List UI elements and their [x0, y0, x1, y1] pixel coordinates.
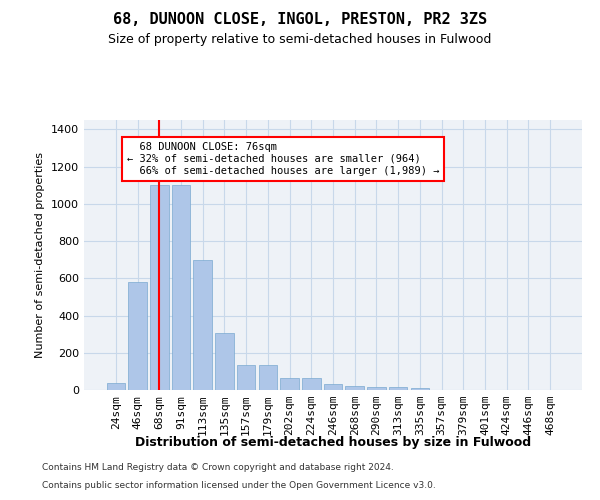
Bar — [150, 185, 169, 390]
Bar — [324, 384, 342, 390]
Bar — [280, 378, 299, 390]
Bar — [346, 386, 364, 390]
Bar — [389, 387, 407, 390]
Bar — [410, 388, 429, 390]
Bar — [107, 382, 125, 390]
Bar — [193, 260, 212, 390]
Bar — [259, 365, 277, 390]
Text: Contains public sector information licensed under the Open Government Licence v3: Contains public sector information licen… — [42, 481, 436, 490]
Bar — [237, 365, 256, 390]
Text: Contains HM Land Registry data © Crown copyright and database right 2024.: Contains HM Land Registry data © Crown c… — [42, 464, 394, 472]
Text: 68 DUNOON CLOSE: 76sqm
← 32% of semi-detached houses are smaller (964)
  66% of : 68 DUNOON CLOSE: 76sqm ← 32% of semi-det… — [127, 142, 439, 176]
Bar — [302, 378, 320, 390]
Bar — [367, 387, 386, 390]
Text: Distribution of semi-detached houses by size in Fulwood: Distribution of semi-detached houses by … — [135, 436, 531, 449]
Bar — [172, 185, 190, 390]
Y-axis label: Number of semi-detached properties: Number of semi-detached properties — [35, 152, 46, 358]
Bar — [215, 333, 233, 390]
Text: 68, DUNOON CLOSE, INGOL, PRESTON, PR2 3ZS: 68, DUNOON CLOSE, INGOL, PRESTON, PR2 3Z… — [113, 12, 487, 28]
Text: Size of property relative to semi-detached houses in Fulwood: Size of property relative to semi-detach… — [109, 32, 491, 46]
Bar — [128, 282, 147, 390]
